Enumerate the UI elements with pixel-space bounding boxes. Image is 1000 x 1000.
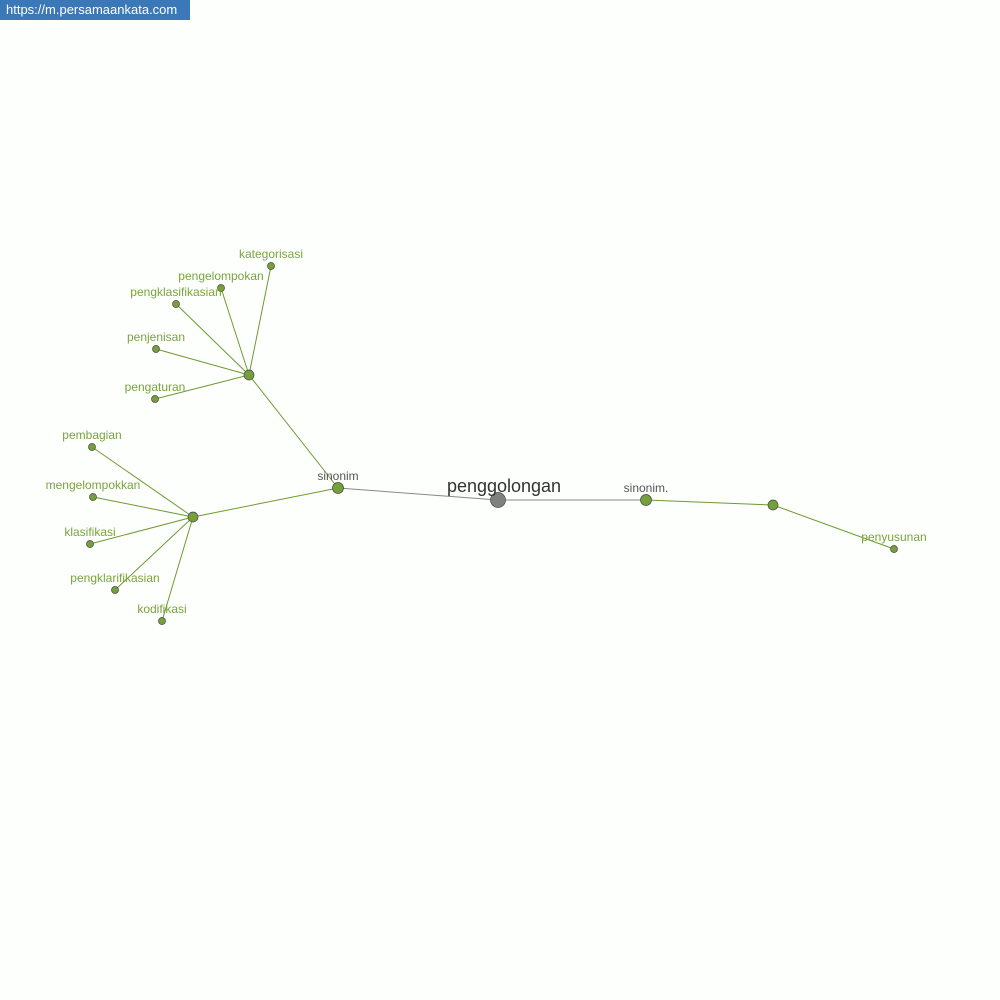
edge-hA-l5	[154, 374, 250, 400]
node-label: kategorisasi	[239, 247, 303, 261]
node-l9[interactable]	[111, 586, 119, 594]
edge-hC-l11	[772, 504, 895, 550]
node-label: pengklasifikasian	[130, 285, 221, 299]
node-s2[interactable]	[640, 494, 652, 506]
edge-hA-l4	[155, 348, 250, 376]
edge-hB-l7	[92, 496, 194, 518]
node-label: klasifikasi	[64, 525, 115, 539]
node-label: penyusunan	[861, 530, 926, 544]
node-l1[interactable]	[267, 262, 275, 270]
edge-s2-hC	[645, 499, 774, 506]
node-label: penggolongan	[447, 476, 561, 496]
node-label: pengaturan	[125, 380, 186, 394]
edge-hA-l2	[220, 287, 250, 376]
node-label: sinonim.	[624, 481, 669, 495]
node-label: pengklarifikasian	[70, 571, 159, 585]
node-hB[interactable]	[187, 511, 199, 523]
node-l5[interactable]	[151, 395, 159, 403]
node-label: kodifikasi	[137, 602, 186, 616]
node-l7[interactable]	[89, 493, 97, 501]
edge-hB-l6	[91, 446, 194, 518]
node-label: pembagian	[62, 428, 121, 442]
edge-c-s1	[337, 487, 499, 501]
node-hC[interactable]	[767, 499, 779, 511]
edge-hA-l1	[248, 265, 272, 376]
node-s1[interactable]	[332, 482, 344, 494]
edge-s1-hB	[192, 487, 339, 518]
node-c[interactable]	[490, 492, 506, 508]
edge-hB-l9	[114, 516, 194, 591]
node-l2[interactable]	[217, 284, 225, 292]
node-label: sinonim	[317, 469, 358, 483]
node-label: pengelompokan	[178, 269, 263, 283]
node-l10[interactable]	[158, 617, 166, 625]
node-l4[interactable]	[152, 345, 160, 353]
node-l8[interactable]	[86, 540, 94, 548]
node-label: mengelompokkan	[46, 478, 141, 492]
node-l11[interactable]	[890, 545, 898, 553]
node-label: penjenisan	[127, 330, 185, 344]
node-hA[interactable]	[243, 369, 255, 381]
node-l3[interactable]	[172, 300, 180, 308]
edge-s1-hA	[248, 374, 339, 489]
watermark-url[interactable]: https://m.persamaankata.com	[0, 0, 190, 20]
edge-hB-l8	[89, 516, 194, 545]
node-l6[interactable]	[88, 443, 96, 451]
edge-hB-l10	[161, 516, 194, 622]
edge-hA-l3	[175, 303, 250, 376]
